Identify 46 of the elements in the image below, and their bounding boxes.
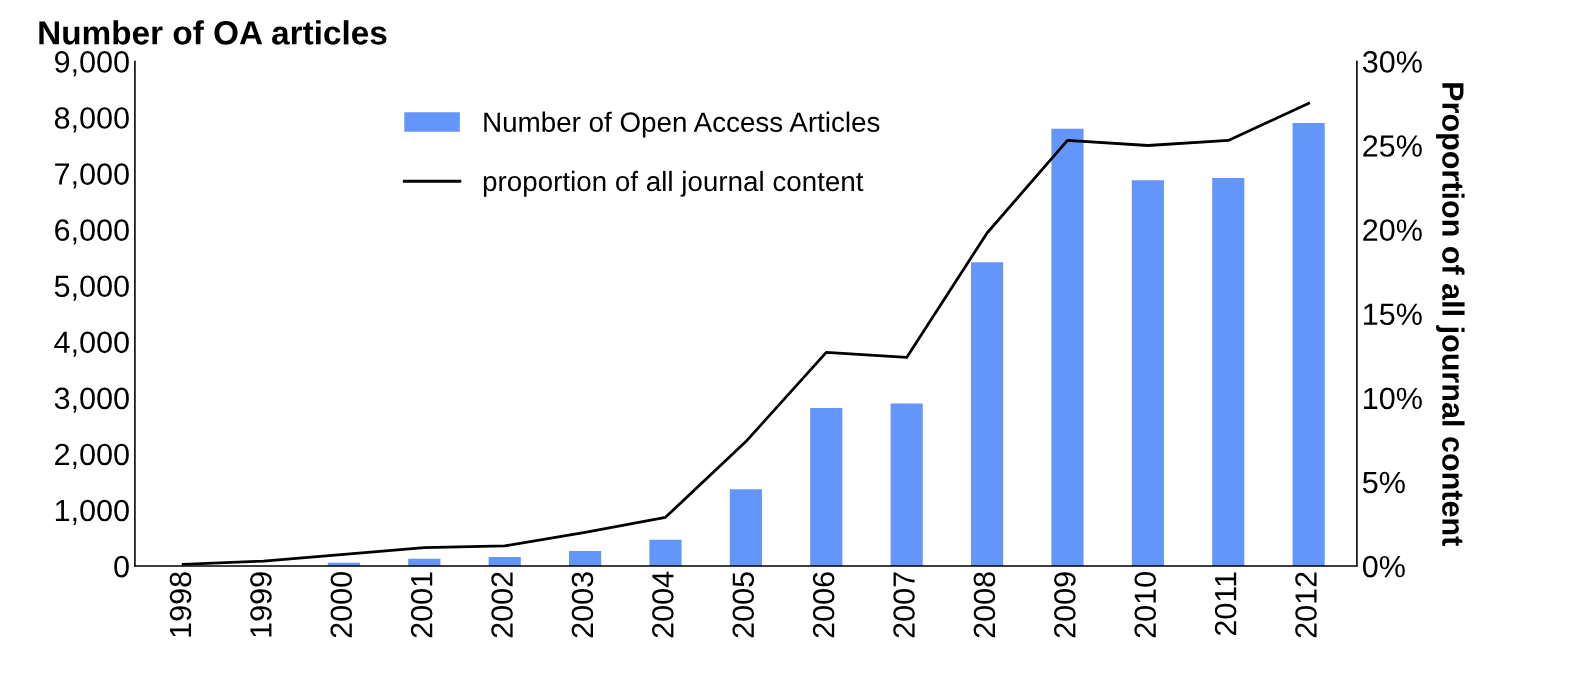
- bar: [970, 262, 1004, 567]
- y2-tick-label: 30%: [1362, 51, 1422, 73]
- x-tick-label: 2007: [893, 572, 915, 638]
- bar: [1051, 128, 1084, 567]
- y2-tick-label: 15%: [1364, 303, 1422, 326]
- x-tick-label: 2010: [1134, 572, 1157, 638]
- y2-tick-label: 20%: [1363, 219, 1422, 241]
- x-tick-label: 2003: [571, 572, 594, 638]
- bar: [729, 489, 762, 567]
- x-tick-label: 2006: [812, 572, 835, 638]
- x-tick-label: 2011: [1214, 572, 1237, 636]
- x-tick-label: 1998: [169, 572, 192, 637]
- y-tick-label: 3,000: [54, 387, 129, 413]
- y-tick-label: 8,000: [54, 107, 129, 133]
- y2-tick-label: 0%: [1362, 555, 1405, 578]
- legend-label: proportion of all journal content: [483, 170, 864, 197]
- y2-axis-title: Proportion of all journal content: [1436, 83, 1465, 546]
- y-tick-label: 0: [114, 555, 129, 578]
- y-tick-label: 4,000: [54, 331, 129, 357]
- y-axis-title: Number of OA articles: [39, 20, 387, 45]
- legend-label: Number of Open Access Articles: [484, 111, 880, 138]
- bar: [649, 539, 682, 567]
- y-tick-label: 9,000: [55, 51, 129, 77]
- y2-tick-label: 5%: [1362, 471, 1405, 494]
- bar: [1212, 178, 1245, 567]
- bar: [890, 403, 923, 567]
- bar: [569, 550, 602, 567]
- bar: [1292, 123, 1325, 567]
- y-tick-label: 7,000: [55, 163, 129, 189]
- x-tick-label: 2000: [330, 572, 353, 638]
- y-tick-label: 2,000: [55, 443, 129, 469]
- x-tick-label: 2009: [1054, 572, 1076, 638]
- x-tick-label: 2005: [732, 572, 755, 638]
- y2-tick-label: 25%: [1363, 135, 1422, 157]
- x-tick-label: 2012: [1295, 572, 1317, 638]
- x-tick-label: 2008: [973, 572, 996, 638]
- y-tick-label: 5,000: [54, 275, 129, 301]
- bar: [1131, 180, 1164, 567]
- x-tick-label: 1999: [250, 572, 272, 637]
- bar: [810, 407, 843, 567]
- x-tick-label: 2004: [652, 571, 674, 638]
- y2-tick-label: 10%: [1364, 387, 1422, 410]
- x-tick-label: 2002: [491, 572, 513, 638]
- x-tick-label: 2001: [410, 572, 433, 638]
- y-tick-label: 1,000: [55, 499, 129, 525]
- y-tick-label: 6,000: [55, 219, 129, 245]
